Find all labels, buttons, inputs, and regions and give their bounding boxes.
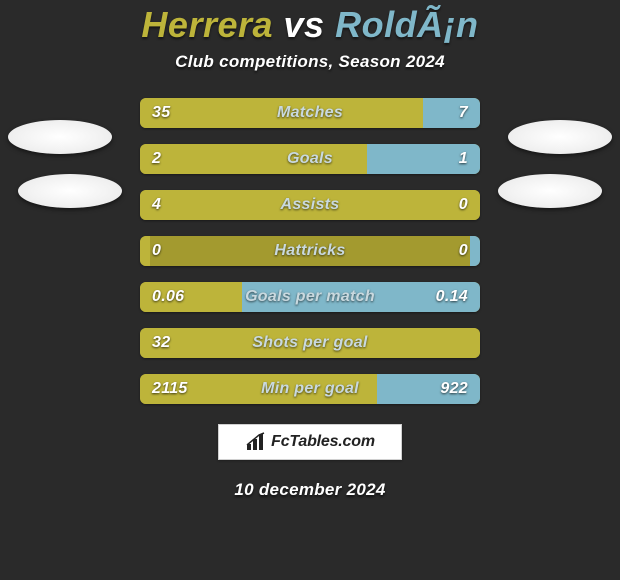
stat-row: 32Shots per goal (140, 328, 480, 358)
title-player1: Herrera (141, 4, 273, 45)
stat-row: 00Hattricks (140, 236, 480, 266)
title-vs: vs (284, 4, 325, 45)
stat-label: Shots per goal (140, 328, 480, 358)
logo-text: FcTables.com (271, 433, 375, 451)
bars-icon (245, 432, 267, 452)
stat-label: Matches (140, 98, 480, 128)
stat-label: Assists (140, 190, 480, 220)
stat-label: Goals per match (140, 282, 480, 312)
stat-row: 40Assists (140, 190, 480, 220)
stat-row: 2115922Min per goal (140, 374, 480, 404)
title-player2: RoldÃ¡n (335, 4, 478, 45)
page-title: Herrera vs RoldÃ¡n (141, 6, 478, 44)
fctables-logo[interactable]: FcTables.com (218, 424, 402, 460)
stat-label: Min per goal (140, 374, 480, 404)
stat-label: Hattricks (140, 236, 480, 266)
stats-container: 357Matches 21Goals 40Assists 00Hattricks 0.0… (0, 98, 620, 404)
stat-label: Goals (140, 144, 480, 174)
stat-row: 0.060.14Goals per match (140, 282, 480, 312)
date-label: 10 december 2024 (234, 480, 385, 500)
stat-row: 21Goals (140, 144, 480, 174)
subtitle: Club competitions, Season 2024 (175, 52, 445, 72)
stat-row: 357Matches (140, 98, 480, 128)
